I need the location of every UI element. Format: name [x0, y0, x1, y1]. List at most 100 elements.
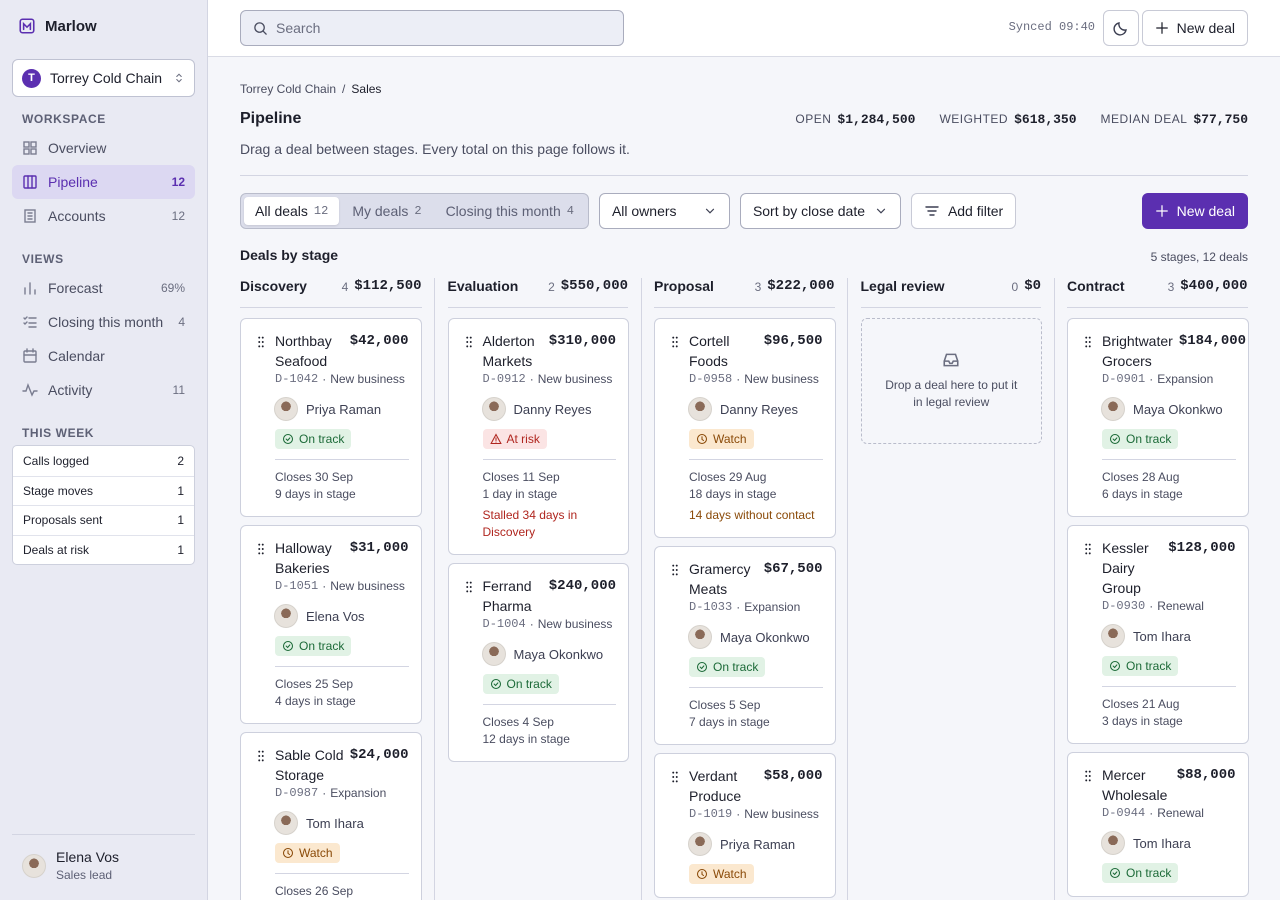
add-filter[interactable]: Add filter [910, 193, 1017, 229]
tray-icon [943, 353, 959, 367]
deal-footer: Closes 28 Aug 6 days in stage [1102, 459, 1236, 503]
breadcrumb-parent[interactable]: Torrey Cold Chain [240, 82, 337, 96]
new-deal-button[interactable]: New deal [1141, 10, 1248, 46]
time-in-stage: 18 days in stage [689, 487, 777, 501]
owner-name: Tom Ihara [1133, 628, 1191, 644]
meta-separator: · [736, 807, 741, 821]
drag-handle [672, 564, 678, 576]
deal-owner: Maya Okonkwo [481, 642, 617, 666]
status-icon [696, 661, 708, 673]
deal-head: Gramercy Meats $67,500 [689, 559, 823, 599]
nav-icon [23, 141, 37, 155]
tab[interactable]: Closing this month 4 [435, 197, 585, 225]
stage-name: Discovery [240, 278, 307, 294]
status-label: Watch [299, 846, 333, 860]
drag-handle [261, 336, 264, 339]
drag-handle [672, 573, 675, 576]
meta-separator: · [529, 372, 534, 386]
owner-name: Maya Okonkwo [513, 646, 604, 662]
drag-handle [261, 750, 264, 753]
status-pill: On track [689, 657, 766, 677]
status-pill: On track [1102, 656, 1179, 676]
search[interactable]: Search [240, 10, 624, 46]
nav-icon [23, 148, 30, 155]
nav-label: Accounts [48, 208, 106, 224]
nav-item[interactable]: Activity 11 [12, 373, 195, 407]
deal-card[interactable]: Brightwater Grocers $184,000 D-0901 · Expans… [1067, 318, 1249, 517]
deal-id: D-1051 [275, 579, 319, 593]
new-deal-button[interactable]: New deal [1141, 193, 1248, 229]
nav-icon [22, 382, 38, 397]
drag-handle [465, 345, 468, 348]
select[interactable]: All owners [598, 193, 730, 229]
stat: MEDIAN DEAL $77,750 [1101, 112, 1248, 127]
deal-card[interactable]: Northbay Seafood $42,000 D-1042 · New busine… [240, 318, 422, 517]
status-pill: At risk [482, 429, 547, 449]
status-icon [696, 868, 708, 880]
status-icon [1109, 433, 1121, 445]
deal-amount: $96,500 [763, 333, 823, 349]
stage-name: Proposal [654, 278, 714, 294]
deal-card[interactable]: Gramercy Meats $67,500 D-1033 · Expansion May… [654, 546, 836, 745]
deal-kind: Expansion [330, 786, 387, 800]
select[interactable]: Sort by close date [739, 193, 901, 229]
tab-label: All deals [255, 203, 308, 219]
deal-card[interactable]: Sable Cold Storage $24,000 D-0987 · Expansio… [240, 732, 422, 900]
avatar [274, 397, 298, 421]
workspace-switcher[interactable]: T Torrey Cold Chain [12, 59, 195, 97]
status-pill: On track [275, 429, 352, 449]
tab[interactable]: All deals 12 [244, 197, 340, 225]
meta-separator: · [736, 600, 741, 614]
time-in-stage: 9 days in stage [275, 487, 356, 501]
search-icon [254, 21, 267, 35]
nav-item[interactable]: Accounts 12 [12, 199, 195, 233]
nav-item[interactable]: Overview [12, 131, 195, 165]
deal-amount: $31,000 [349, 540, 409, 556]
nav-item[interactable]: Closing this month 4 [12, 305, 195, 339]
status-pill: Watch [689, 429, 754, 449]
owner-name: Maya Okonkwo [720, 629, 810, 645]
stage-column: Discovery 4 $112,500 Northbay Seafood $42,00… [240, 278, 422, 900]
deal-meta: D-1019 · New business [689, 807, 823, 821]
drag-handle [261, 548, 264, 550]
nav-item[interactable]: Forecast 69% [12, 271, 195, 305]
avatar [1101, 397, 1125, 421]
drag-handle [258, 755, 261, 757]
deal-amount: $58,000 [763, 768, 823, 784]
nav-count: 12 [171, 175, 185, 189]
deal-amount: $42,000 [349, 333, 409, 349]
deal-card[interactable]: Mercer Wholesale $88,000 D-0944 · Renewal Tom… [1067, 752, 1249, 897]
deal-card[interactable]: Ferrand Pharma $240,000 D-1004 · New busines… [447, 563, 629, 762]
deal-amount: $88,000 [1176, 767, 1236, 783]
theme-toggle[interactable] [1103, 10, 1139, 46]
drag-handle [1085, 336, 1091, 348]
tab[interactable]: My deals 2 [341, 197, 432, 225]
deal-meta: D-0901 · Expansion [1102, 372, 1236, 386]
plus-icon [1155, 205, 1168, 217]
avatar [22, 853, 46, 878]
workspace-initial: T [22, 68, 41, 88]
deal-owner: Priya Raman [274, 397, 409, 421]
deal-card[interactable]: Halloway Bakeries $31,000 D-1051 · New busin… [240, 525, 422, 724]
deal-card[interactable]: Alderton Markets $310,000 D-0912 · New busin… [447, 318, 629, 555]
deal-card[interactable]: Verdant Produce $58,000 D-1019 · New busines… [654, 753, 836, 898]
deal-kind: New business [744, 807, 819, 821]
deal-card[interactable]: Cortell Foods $96,500 D-0958 · New business D… [654, 318, 836, 538]
deal-card[interactable]: Kessler Dairy Group $128,000 D-0930 · Renewa… [1067, 525, 1249, 744]
deal-head: Sable Cold Storage $24,000 [275, 745, 409, 785]
nav-label: Activity [48, 382, 93, 398]
nav-icon [23, 141, 30, 148]
stage-header: Proposal 3 $222,000 [654, 278, 835, 308]
drag-handle [675, 569, 678, 571]
deal-footer: Closes 4 Sep 12 days in stage [482, 704, 616, 748]
avatar [274, 604, 298, 628]
status-icon [1109, 660, 1121, 672]
week-row: Deals at risk 1 [13, 534, 194, 565]
avatar [688, 832, 712, 856]
nav-item[interactable]: Calendar [12, 339, 195, 373]
nav-item[interactable]: Pipeline 12 [12, 165, 195, 199]
deal-head: Halloway Bakeries $31,000 [275, 538, 409, 578]
chevron [705, 208, 715, 214]
deal-footer: Closes 29 Aug 18 days in stage 14 days wit… [689, 459, 823, 524]
user-role: Sales lead [56, 868, 113, 882]
